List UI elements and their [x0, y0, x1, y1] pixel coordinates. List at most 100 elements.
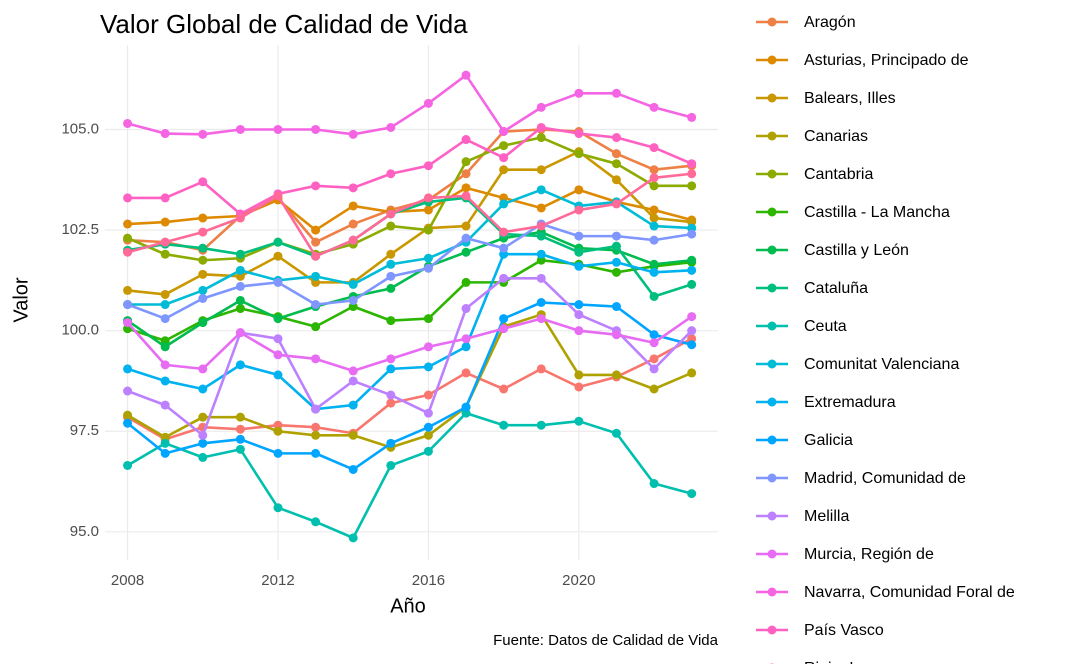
data-point	[649, 267, 659, 277]
y-tick-label: 95.0	[70, 523, 99, 540]
data-point	[461, 342, 471, 352]
y-tick-label: 100.0	[61, 322, 99, 339]
data-point	[461, 183, 471, 193]
data-point	[386, 364, 396, 374]
data-point	[611, 231, 621, 241]
data-point	[574, 231, 584, 241]
data-point	[386, 249, 396, 259]
caption: Fuente: Datos de Calidad de Vida	[493, 632, 719, 649]
legend-key-point	[767, 397, 777, 407]
series-line	[127, 277, 693, 437]
data-point	[687, 326, 697, 336]
data-point	[123, 118, 133, 128]
data-point	[235, 213, 245, 223]
data-point	[386, 390, 396, 400]
data-point	[499, 227, 509, 237]
data-point	[536, 298, 546, 307]
data-point	[123, 193, 133, 203]
data-point	[536, 133, 546, 143]
series-line	[126, 313, 693, 449]
legend-key-point	[767, 359, 777, 369]
data-point	[649, 102, 659, 112]
data-point	[423, 205, 433, 215]
data-point	[499, 127, 509, 137]
x-tick-label: 2020	[562, 572, 595, 589]
data-point	[611, 302, 621, 312]
x-tick-label: 2012	[261, 572, 294, 589]
data-point	[160, 217, 170, 227]
data-point	[423, 314, 433, 324]
data-point	[461, 233, 471, 243]
data-point	[386, 259, 396, 269]
data-point	[423, 98, 433, 108]
legend-label: Cantabria	[804, 166, 873, 183]
data-point	[160, 376, 170, 386]
data-point	[611, 428, 621, 438]
data-point	[687, 255, 697, 265]
data-point	[348, 295, 358, 305]
data-point	[611, 241, 621, 251]
data-point	[574, 205, 584, 215]
data-point	[123, 300, 133, 310]
data-point	[611, 370, 621, 380]
data-point	[611, 88, 621, 98]
series-line	[127, 252, 692, 411]
data-point	[348, 366, 358, 376]
data-point	[536, 203, 546, 213]
data-point	[574, 129, 584, 139]
data-point	[423, 193, 433, 203]
legend-label: Rioja, La	[804, 660, 867, 664]
data-point	[273, 503, 283, 513]
data-point	[311, 300, 321, 310]
data-point	[235, 444, 245, 454]
y-tick-label: 97.5	[70, 422, 99, 439]
data-point	[649, 221, 659, 231]
data-point	[536, 165, 546, 175]
data-point	[536, 221, 546, 231]
data-point	[348, 400, 358, 410]
data-point	[311, 251, 321, 261]
data-point	[687, 312, 697, 322]
legend-key-point	[767, 55, 777, 65]
data-point	[423, 362, 433, 372]
legend-label: Murcia, Región de	[804, 546, 934, 563]
data-point	[461, 221, 471, 231]
legend-label: Castilla - La Mancha	[804, 204, 950, 221]
data-point	[687, 169, 697, 179]
data-point	[536, 273, 546, 283]
data-point	[160, 342, 170, 352]
data-point	[649, 291, 659, 301]
data-point	[311, 517, 321, 527]
data-point	[423, 408, 433, 418]
data-point	[611, 133, 621, 143]
data-point	[386, 354, 396, 364]
data-point	[123, 460, 133, 470]
data-point	[273, 124, 283, 134]
data-point	[687, 229, 697, 239]
data-point	[386, 438, 396, 448]
data-point	[386, 316, 396, 326]
data-point	[499, 314, 509, 324]
data-point	[348, 464, 358, 474]
data-point	[461, 135, 471, 145]
x-axis-label: Año	[390, 595, 426, 617]
legend-key-point	[767, 473, 777, 483]
data-point	[235, 281, 245, 291]
data-point	[348, 219, 358, 229]
data-point	[536, 420, 546, 430]
data-point	[235, 295, 245, 305]
data-point	[311, 322, 321, 332]
legend-label: Melilla	[804, 508, 849, 525]
data-point	[687, 112, 697, 122]
legend-label: Extremadura	[804, 394, 896, 411]
data-point	[160, 360, 170, 370]
legend-label: Castilla y León	[804, 242, 909, 259]
series-line	[127, 186, 693, 232]
data-point	[235, 124, 245, 134]
data-point	[311, 430, 321, 440]
data-point	[198, 255, 208, 265]
data-point	[649, 338, 659, 348]
data-point	[423, 263, 433, 273]
data-point	[311, 124, 321, 134]
data-point	[536, 249, 546, 259]
